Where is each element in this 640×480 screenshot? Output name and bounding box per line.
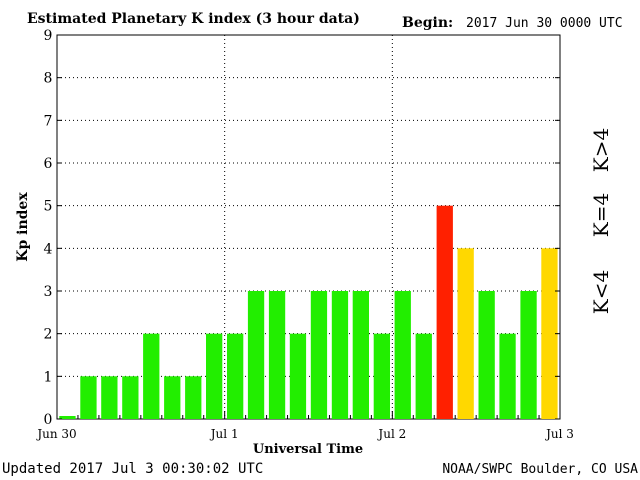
- source-credit: NOAA/SWPC Boulder, CO USA: [442, 462, 638, 477]
- kp-bar: [268, 291, 286, 419]
- kp-bar: [394, 291, 411, 419]
- y-tick-label: 3: [44, 284, 53, 300]
- y-tick-label: 5: [44, 199, 53, 215]
- y-tick-label: 7: [44, 113, 53, 129]
- kp-bar: [457, 248, 474, 419]
- x-tick-label: Jul 3: [544, 427, 574, 441]
- kp-bar: [122, 376, 139, 419]
- kp-bar: [352, 291, 369, 419]
- kp-bar: [541, 248, 558, 419]
- kp-bar: [164, 376, 181, 419]
- legend-k-below-4: K<4: [589, 270, 613, 314]
- kp-bar: [373, 333, 390, 419]
- kp-bar: [247, 291, 265, 419]
- kp-bar: [499, 333, 516, 419]
- kp-bar: [185, 376, 202, 419]
- chart-title: Estimated Planetary K index (3 hour data…: [27, 11, 360, 27]
- kp-bar: [520, 291, 537, 419]
- kp-bar: [206, 333, 223, 419]
- bars: [59, 205, 558, 419]
- kp-bar: [436, 205, 453, 419]
- y-tick-label: 2: [44, 327, 53, 343]
- y-tick-label: 9: [44, 28, 53, 44]
- y-tick-label: 4: [44, 241, 53, 257]
- kp-bar: [478, 291, 495, 419]
- begin-label: Begin:: [402, 15, 453, 31]
- y-tick-label: 8: [44, 71, 53, 87]
- kp-bar: [80, 376, 97, 419]
- x-tick-label: Jul 1: [209, 427, 239, 441]
- begin-value: 2017 Jun 30 0000 UTC: [466, 16, 623, 31]
- kp-bar: [227, 333, 244, 419]
- kp-bar: [415, 333, 432, 419]
- y-tick-label: 1: [44, 369, 53, 385]
- kp-bar: [59, 416, 76, 419]
- x-tick-label: Jun 30: [35, 427, 76, 441]
- kp-bar: [331, 291, 349, 419]
- legend-k-equal-4: K=4: [589, 193, 613, 237]
- y-tick-label: 6: [44, 156, 53, 172]
- y-axis-label: Kp index: [15, 192, 31, 262]
- gridlines: [57, 35, 560, 419]
- x-axis-ticks: Jun 30 Jul 1 Jul 2 Jul 3: [35, 411, 574, 441]
- y-axis-ticks: 0 1 2 3 4 5 6 7 8 9: [44, 28, 560, 428]
- x-tick-label: Jul 2: [376, 427, 406, 441]
- kp-bar: [289, 333, 307, 419]
- kp-bar: [101, 376, 118, 419]
- x-axis-label: Universal Time: [253, 442, 363, 457]
- y-tick-label: 0: [44, 412, 53, 428]
- legend-k-above-4: K>4: [589, 128, 613, 172]
- updated-timestamp: Updated 2017 Jul 3 00:30:02 UTC: [2, 461, 263, 477]
- kp-bar: [143, 333, 160, 419]
- kp-bar: [310, 291, 328, 419]
